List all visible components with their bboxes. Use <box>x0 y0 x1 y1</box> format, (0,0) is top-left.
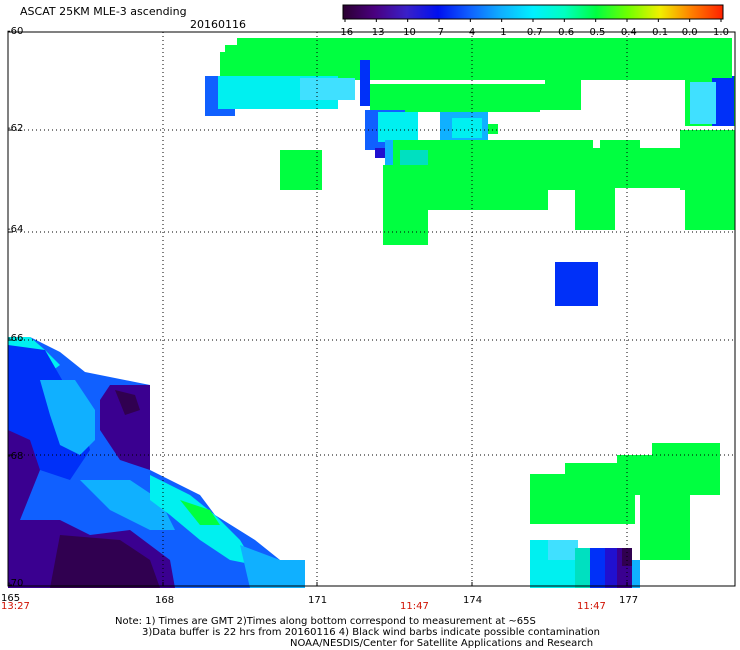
data-region-sw-dark-south <box>50 535 160 588</box>
footer-credit: NOAA/NESDIS/Center for Satellite Applica… <box>290 638 594 649</box>
data-region-sw-green <box>180 500 220 525</box>
time-label-2: 11:47 <box>400 601 429 612</box>
time-label-3: 11:47 <box>577 601 606 612</box>
data-region-sw-dark <box>115 390 140 415</box>
data-cell <box>548 540 578 560</box>
data-cell <box>300 78 355 100</box>
lon-label-177: 177 <box>619 595 639 606</box>
footer-note-1: Note: 1) Times are GMT 2)Times along bot… <box>115 616 536 627</box>
lat-label-60: -60 <box>7 26 24 37</box>
data-cell <box>280 150 322 190</box>
lat-label-66: -66 <box>7 333 24 344</box>
data-cell <box>540 110 582 125</box>
map-date: 20160116 <box>190 18 246 31</box>
data-cell <box>632 560 640 588</box>
data-cell <box>640 490 690 560</box>
footer-note-2: 3)Data buffer is 22 hrs from 20160116 4)… <box>142 627 600 638</box>
data-cell <box>488 124 498 134</box>
lat-label-62: -62 <box>7 123 24 134</box>
data-cell <box>575 548 590 588</box>
colorbar <box>342 4 724 20</box>
data-region-sw-purple-west <box>8 430 40 520</box>
data-cell <box>428 150 548 210</box>
lat-label-70: -70 <box>7 578 24 589</box>
data-cell <box>565 463 620 483</box>
data-cell <box>600 140 640 155</box>
data-cell <box>360 60 370 106</box>
data-cell <box>575 185 615 230</box>
map-frame-border <box>7 31 736 587</box>
data-region-sw-sky <box>40 380 95 455</box>
data-cell <box>383 165 428 245</box>
data-region-sw-edge <box>240 545 305 588</box>
data-cell <box>612 38 732 78</box>
data-cell <box>712 76 734 126</box>
data-cell <box>685 182 735 230</box>
lat-label-64: -64 <box>7 224 24 235</box>
data-cell <box>375 148 385 158</box>
time-label-1: 13:27 <box>1 601 30 612</box>
lon-label-168: 168 <box>155 595 175 606</box>
data-cell <box>452 118 482 138</box>
data-cell <box>555 262 598 306</box>
lon-label-171: 171 <box>308 595 328 606</box>
map-title: ASCAT 25KM MLE-3 ascending <box>20 5 187 18</box>
data-cell <box>652 443 720 493</box>
lat-label-68: -68 <box>7 451 24 462</box>
data-cell <box>690 82 716 124</box>
data-cell <box>378 112 418 142</box>
lon-label-165: 165 <box>1 593 21 604</box>
data-cell <box>680 130 735 190</box>
lon-label-174: 174 <box>463 595 483 606</box>
data-cell <box>605 548 617 588</box>
data-region-sw-sky2 <box>80 480 175 530</box>
